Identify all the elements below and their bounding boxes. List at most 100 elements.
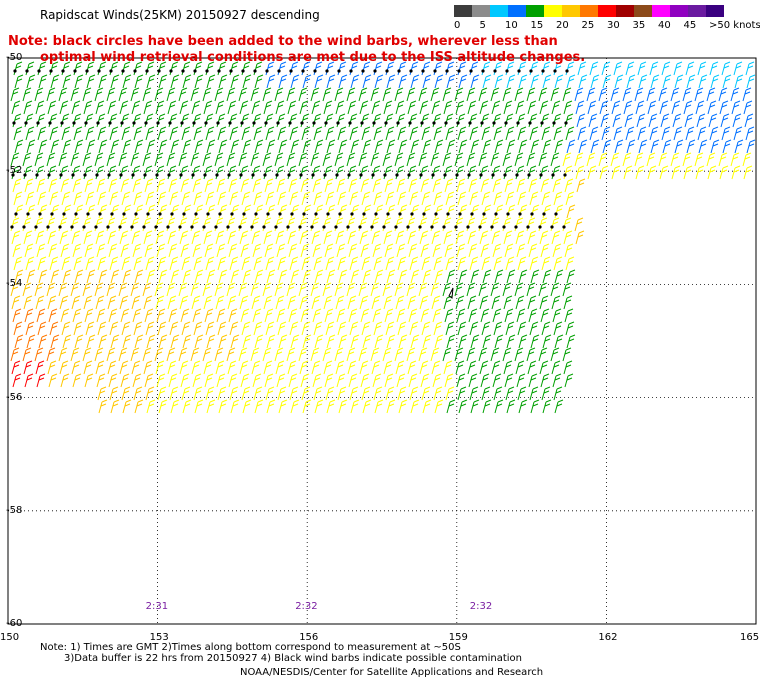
wind-barb bbox=[83, 100, 93, 115]
wind-barb bbox=[230, 74, 240, 89]
wind-barb bbox=[408, 308, 418, 323]
wind-barb bbox=[397, 256, 407, 271]
wind-barb bbox=[313, 386, 323, 401]
wind-barb bbox=[552, 178, 562, 193]
wind-barb bbox=[264, 373, 274, 388]
wind-barb bbox=[359, 360, 369, 375]
wind-barb bbox=[206, 269, 216, 284]
wind-barb bbox=[407, 100, 417, 115]
wind-barb bbox=[742, 152, 752, 167]
wind-barb bbox=[349, 386, 359, 401]
wind-barb bbox=[71, 230, 81, 245]
wind-barb bbox=[98, 74, 108, 89]
wind-barb bbox=[372, 113, 382, 128]
wind-barb bbox=[206, 74, 216, 89]
wind-barb bbox=[190, 152, 200, 167]
footer-note-2: 3)Data buffer is 22 hrs from 20150927 4)… bbox=[64, 653, 522, 664]
wind-barb bbox=[72, 113, 82, 128]
wind-barb bbox=[445, 256, 455, 271]
wind-barb bbox=[614, 74, 624, 89]
wind-barb bbox=[314, 269, 324, 284]
wind-barb bbox=[695, 100, 705, 115]
wind-barb bbox=[181, 386, 191, 401]
wind-barb bbox=[623, 165, 633, 180]
wind-barb bbox=[494, 399, 504, 414]
contamination-dot bbox=[179, 173, 183, 177]
wind-barb bbox=[62, 74, 72, 89]
contamination-dot bbox=[469, 69, 473, 73]
wind-barb bbox=[278, 139, 288, 154]
wind-barb bbox=[538, 152, 548, 167]
wind-barb bbox=[661, 61, 671, 76]
wind-barb bbox=[314, 204, 324, 219]
wind-barb bbox=[408, 373, 418, 388]
lat-tick-label: -60 bbox=[6, 618, 23, 629]
wind-barb bbox=[324, 113, 334, 128]
contamination-dot bbox=[468, 121, 472, 125]
contamination-dot bbox=[266, 212, 270, 216]
wind-barb bbox=[430, 347, 440, 362]
wind-barb bbox=[251, 360, 261, 375]
wind-barb bbox=[26, 269, 36, 284]
contamination-dot bbox=[58, 225, 62, 229]
wind-barb bbox=[372, 308, 382, 323]
wind-barb bbox=[142, 282, 152, 297]
wind-barb bbox=[22, 87, 32, 102]
wind-barb bbox=[394, 87, 404, 102]
contamination-dot bbox=[359, 173, 363, 177]
wind-barb bbox=[48, 243, 58, 258]
wind-barb bbox=[708, 113, 718, 128]
contamination-dot bbox=[398, 212, 402, 216]
wind-barb bbox=[290, 139, 300, 154]
wind-barb bbox=[50, 139, 60, 154]
wind-barb bbox=[48, 113, 58, 128]
wind-barb bbox=[230, 334, 240, 349]
wind-barb bbox=[432, 308, 442, 323]
wind-barb bbox=[14, 74, 24, 89]
wind-barb bbox=[398, 204, 408, 219]
wind-barb bbox=[466, 347, 476, 362]
wind-barb bbox=[721, 61, 731, 76]
wind-barb bbox=[385, 191, 395, 206]
wind-barb bbox=[674, 74, 684, 89]
wind-barb bbox=[182, 139, 192, 154]
wind-barb bbox=[338, 334, 348, 349]
wind-barb bbox=[542, 334, 552, 349]
wind-barb bbox=[383, 295, 393, 310]
wind-barb bbox=[565, 321, 575, 336]
wind-barb bbox=[660, 113, 670, 128]
wind-barb bbox=[325, 126, 335, 141]
contamination-dot bbox=[442, 225, 446, 229]
wind-barb bbox=[37, 126, 47, 141]
wind-barb bbox=[492, 308, 502, 323]
wind-barb bbox=[530, 399, 540, 414]
wind-barb bbox=[334, 87, 344, 102]
contamination-dot bbox=[84, 121, 88, 125]
wind-barb bbox=[612, 113, 622, 128]
wind-barb bbox=[346, 87, 356, 102]
wind-barb bbox=[563, 165, 573, 180]
wind-barb bbox=[359, 295, 369, 310]
wind-barb bbox=[119, 295, 129, 310]
wind-barb bbox=[50, 269, 60, 284]
wind-barb bbox=[490, 282, 500, 297]
contamination-dot bbox=[286, 225, 290, 229]
contamination-dot bbox=[34, 225, 38, 229]
contamination-dot bbox=[358, 225, 362, 229]
wind-barb bbox=[301, 321, 311, 336]
contamination-dot bbox=[386, 212, 390, 216]
contamination-dot bbox=[554, 212, 558, 216]
contamination-dot bbox=[36, 121, 40, 125]
wind-barb bbox=[84, 308, 94, 323]
wind-barb bbox=[107, 100, 117, 115]
wind-barb bbox=[386, 269, 396, 284]
wind-barb bbox=[158, 334, 168, 349]
wind-barb bbox=[613, 61, 623, 76]
wind-barb bbox=[217, 386, 227, 401]
wind-barb bbox=[146, 74, 156, 89]
wind-barb bbox=[324, 308, 334, 323]
wind-barb bbox=[358, 217, 368, 232]
wind-barb bbox=[504, 373, 514, 388]
wind-barb bbox=[169, 191, 179, 206]
wind-barb bbox=[178, 152, 188, 167]
